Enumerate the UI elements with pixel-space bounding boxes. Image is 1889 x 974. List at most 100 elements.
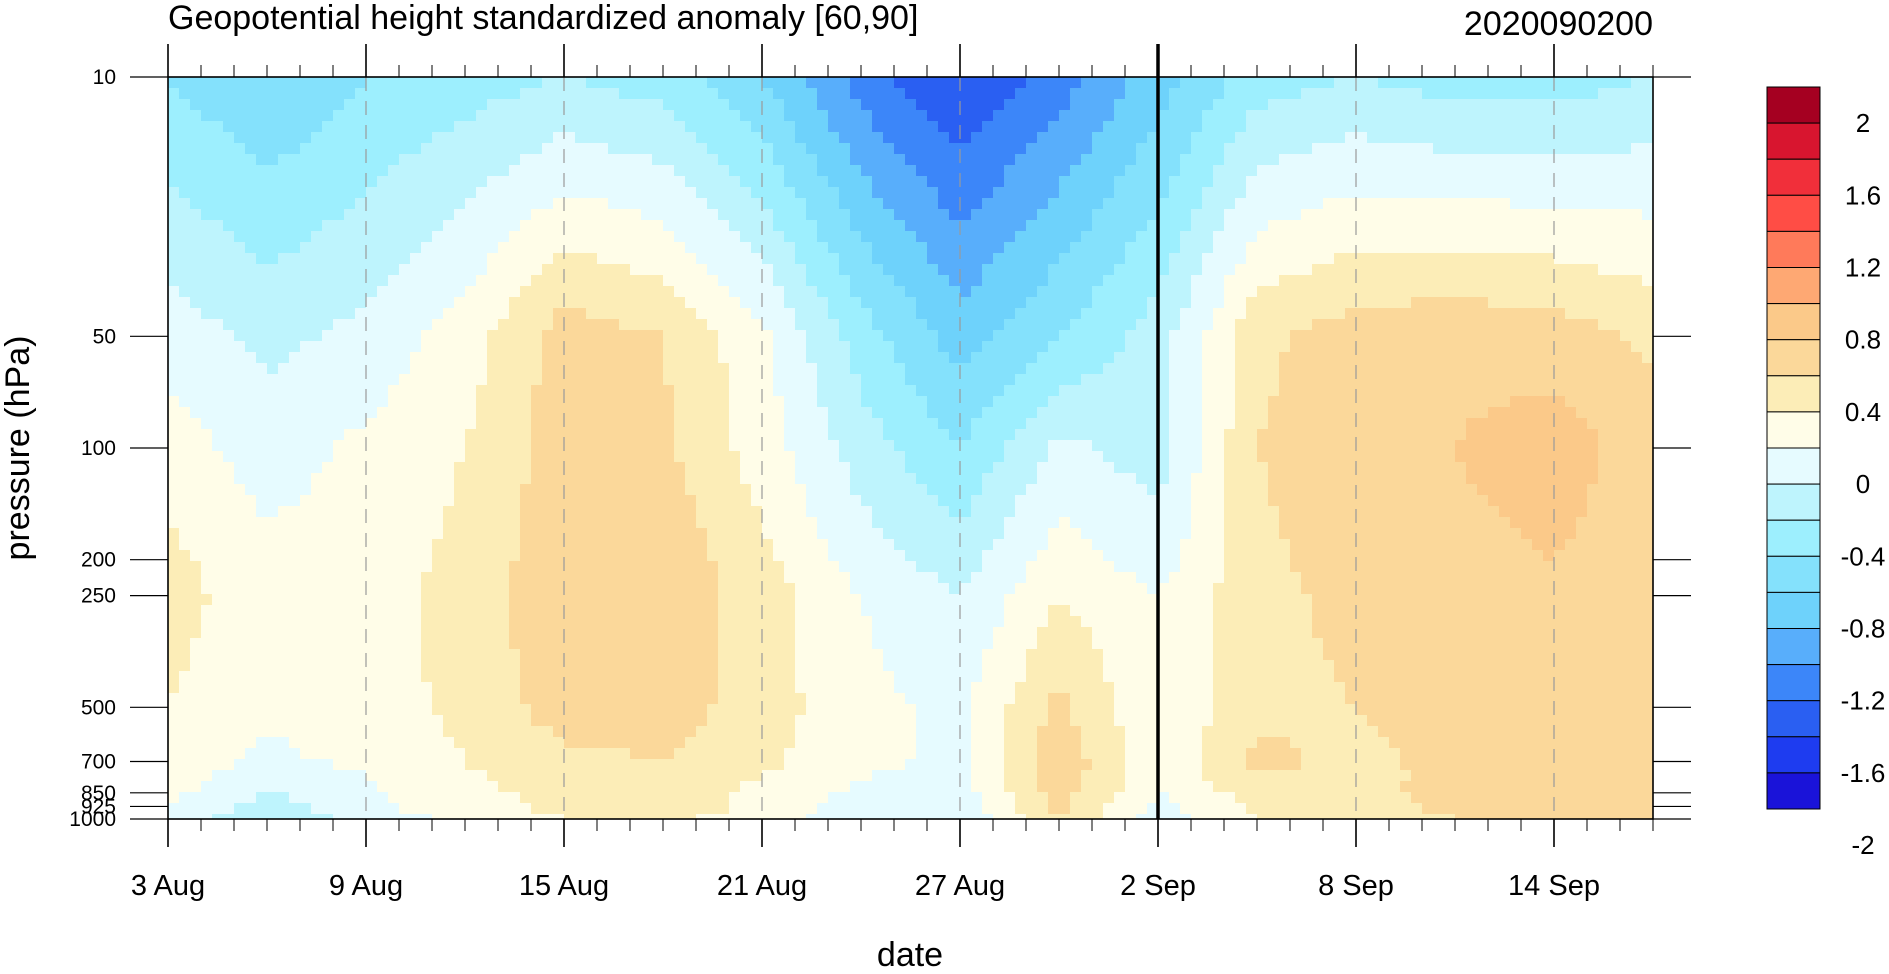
field-cell: [751, 143, 763, 155]
field-cell: [630, 572, 642, 584]
field-cell: [454, 407, 466, 419]
field-cell: [938, 704, 950, 716]
field-cell: [751, 341, 763, 353]
field-cell: [872, 594, 884, 606]
field-cell: [795, 341, 807, 353]
field-cell: [872, 693, 884, 705]
field-cell: [300, 99, 312, 111]
field-cell: [729, 726, 741, 738]
field-cell: [564, 231, 576, 243]
field-cell: [905, 462, 917, 474]
field-cell: [487, 792, 499, 804]
field-cell: [311, 99, 323, 111]
field-cell: [872, 539, 884, 551]
field-cell: [256, 209, 268, 221]
field-cell: [245, 154, 257, 166]
field-cell: [696, 539, 708, 551]
field-cell: [894, 341, 906, 353]
field-cell: [586, 792, 598, 804]
field-cell: [168, 660, 180, 672]
field-cell: [773, 396, 785, 408]
field-cell: [300, 627, 312, 639]
field-cell: [608, 429, 620, 441]
field-cell: [388, 341, 400, 353]
field-cell: [828, 649, 840, 661]
field-cell: [751, 627, 763, 639]
field-cell: [223, 341, 235, 353]
field-cell: [894, 286, 906, 298]
field-cell: [454, 418, 466, 430]
field-cell: [795, 121, 807, 133]
field-cell: [443, 528, 455, 540]
field-cell: [575, 231, 587, 243]
field-cell: [498, 396, 510, 408]
field-cell: [674, 693, 686, 705]
field-cell: [685, 495, 697, 507]
field-cell: [333, 605, 345, 617]
field-cell: [949, 770, 961, 782]
field-cell: [586, 374, 598, 386]
field-cell: [355, 330, 367, 342]
field-cell: [938, 231, 950, 243]
field-cell: [421, 352, 433, 364]
field-cell: [806, 748, 818, 760]
field-cell: [454, 759, 466, 771]
field-cell: [773, 770, 785, 782]
field-cell: [333, 682, 345, 694]
field-cell: [828, 143, 840, 155]
field-cell: [652, 528, 664, 540]
field-cell: [740, 363, 752, 375]
field-cell: [949, 759, 961, 771]
field-cell: [212, 451, 224, 463]
field-cell: [674, 319, 686, 331]
field-cell: [839, 638, 851, 650]
field-cell: [586, 220, 598, 232]
field-cell: [278, 165, 290, 177]
field-cell: [377, 165, 389, 177]
field-cell: [454, 330, 466, 342]
field-cell: [443, 132, 455, 144]
field-cell: [575, 220, 587, 232]
field-cell: [927, 154, 939, 166]
field-cell: [817, 187, 829, 199]
field-cell: [938, 209, 950, 221]
field-cell: [344, 77, 356, 89]
field-cell: [575, 440, 587, 452]
field-cell: [586, 803, 598, 815]
field-cell: [938, 506, 950, 518]
field-cell: [740, 308, 752, 320]
field-cell: [608, 792, 620, 804]
field-cell: [960, 638, 972, 650]
field-cell: [465, 473, 477, 485]
field-cell: [883, 528, 895, 540]
field-cell: [509, 363, 521, 375]
field-cell: [311, 770, 323, 782]
field-cell: [729, 187, 741, 199]
field-cell: [520, 418, 532, 430]
field-cell: [476, 539, 488, 551]
field-cell: [850, 605, 862, 617]
field-cell: [322, 506, 334, 518]
field-cell: [608, 693, 620, 705]
field-cell: [366, 627, 378, 639]
field-cell: [201, 605, 213, 617]
field-cell: [641, 88, 653, 100]
field-cell: [685, 605, 697, 617]
field-cell: [905, 297, 917, 309]
field-cell: [344, 517, 356, 529]
field-cell: [168, 242, 180, 254]
field-cell: [190, 242, 202, 254]
field-cell: [289, 429, 301, 441]
field-cell: [707, 484, 719, 496]
field-cell: [432, 495, 444, 507]
field-cell: [300, 154, 312, 166]
field-cell: [289, 748, 301, 760]
field-cell: [586, 99, 598, 111]
field-cell: [718, 638, 730, 650]
field-cell: [960, 407, 972, 419]
field-cell: [168, 132, 180, 144]
field-cell: [542, 649, 554, 661]
field-cell: [322, 154, 334, 166]
field-cell: [421, 462, 433, 474]
field-cell: [916, 649, 928, 661]
